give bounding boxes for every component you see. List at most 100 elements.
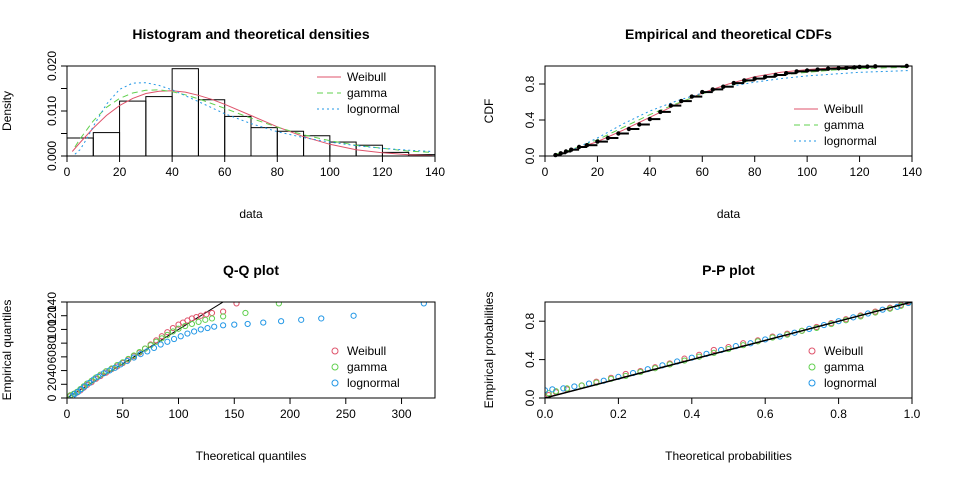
data-point	[164, 338, 171, 345]
legend-label-lognormal: lognormal	[824, 134, 877, 148]
data-point	[81, 383, 88, 390]
empirical-cdf	[553, 63, 909, 158]
empirical-point	[710, 87, 715, 92]
x-tick-label: 80	[748, 165, 762, 179]
x-tick-label: 40	[165, 165, 179, 179]
data-point	[220, 313, 227, 320]
data-point	[318, 315, 325, 322]
empirical-point	[865, 64, 870, 69]
data-point	[153, 338, 160, 345]
histogram-bar	[197, 99, 226, 157]
empirical-point	[825, 66, 831, 71]
data-point	[260, 319, 267, 326]
legend-marker-weibull	[331, 347, 339, 355]
y-tick-label: 80	[45, 336, 59, 350]
empirical-point	[679, 98, 684, 104]
y-tick-label: 20	[45, 377, 59, 391]
data-point	[130, 352, 138, 359]
legend-marker-lognormal	[331, 379, 339, 387]
data-point	[560, 385, 567, 392]
plot-frame	[544, 301, 913, 399]
y-tick-label: 0.000	[45, 141, 59, 171]
x-tick-label: 0	[64, 407, 71, 421]
data-point	[158, 333, 165, 340]
y-tick-label: 60	[45, 350, 59, 364]
x-tick-label: 0.6	[757, 407, 774, 421]
reference-line-overlay	[545, 302, 912, 398]
data-point	[170, 335, 178, 343]
y-tick-label: 0.0	[523, 389, 537, 406]
cdf-curve-gamma	[555, 66, 910, 155]
legend-label-gamma: gamma	[347, 86, 387, 100]
legend: Weibull gamma lognormal	[794, 102, 877, 148]
data-point	[175, 325, 182, 332]
legend: Weibull gamma lognormal	[331, 344, 400, 390]
legend-label-gamma: gamma	[824, 360, 864, 374]
y-tick-label: 0.4	[523, 351, 537, 368]
x-axis-label: Theoretical probabilities	[665, 449, 792, 463]
legend-label-weibull: Weibull	[347, 344, 386, 358]
empirical-point	[836, 66, 841, 71]
empirical-point	[584, 143, 590, 148]
y-tick-label: 0.010	[45, 96, 59, 126]
x-tick-label: 200	[280, 407, 300, 421]
empirical-point	[553, 152, 558, 158]
data-point	[188, 320, 195, 328]
plot-frame	[544, 65, 913, 157]
x-tick-label: 1.0	[904, 407, 921, 421]
legend-label-lognormal: lognormal	[824, 376, 877, 390]
empirical-point	[794, 69, 799, 74]
data-point	[298, 316, 305, 323]
points-weibull	[67, 302, 240, 398]
y-axis-label: Empirical quantiles	[0, 300, 14, 401]
y-tick-label: 0.8	[523, 313, 537, 330]
x-tick-label: 0	[542, 165, 549, 179]
empirical-point	[569, 147, 574, 152]
legend-label-weibull: Weibull	[824, 344, 863, 358]
data-point	[90, 376, 97, 383]
data-point	[164, 331, 171, 339]
panel-hist: Histogram and theoretical densities 0 20 40…	[0, 26, 445, 221]
data-point	[150, 344, 158, 352]
empirical-point	[563, 149, 569, 154]
data-point	[130, 354, 138, 361]
data-point	[197, 312, 204, 319]
x-axis-label: data	[239, 207, 263, 221]
data-point	[208, 315, 216, 322]
histogram-bar	[171, 68, 199, 157]
chart-title: Q-Q plot	[223, 262, 279, 278]
x-tick-label: 40	[643, 165, 657, 179]
x-tick-label: 0.0	[537, 407, 554, 421]
data-point	[195, 318, 202, 325]
y-tick-label: 120	[45, 305, 59, 325]
empirical-point	[763, 74, 768, 80]
empirical-point	[576, 144, 582, 150]
data-point	[231, 321, 238, 328]
empirical-point	[731, 80, 736, 86]
legend-label-gamma: gamma	[824, 118, 864, 132]
legend-label-weibull: Weibull	[347, 70, 386, 84]
data-point	[95, 373, 102, 380]
data-point	[197, 326, 204, 333]
histogram-bar	[145, 96, 173, 157]
empirical-point	[773, 72, 778, 78]
empirical-point	[844, 65, 849, 71]
data-point	[208, 309, 216, 317]
x-tick-label: 100	[797, 165, 817, 179]
data-point	[233, 302, 240, 307]
data-point	[182, 322, 189, 330]
y-tick-label: 0.8	[523, 75, 537, 92]
x-tick-label: 120	[372, 165, 392, 179]
y-tick-label: 0.0	[523, 147, 537, 164]
x-tick-label: 150	[224, 407, 244, 421]
x-tick-label: 100	[168, 407, 188, 421]
chart-title: P-P plot	[702, 262, 755, 278]
x-tick-label: 120	[850, 165, 870, 179]
histogram-bar	[303, 135, 331, 157]
x-tick-label: 0	[64, 165, 71, 179]
data-point	[144, 348, 151, 355]
data-point	[350, 312, 357, 319]
data-point	[710, 346, 717, 354]
